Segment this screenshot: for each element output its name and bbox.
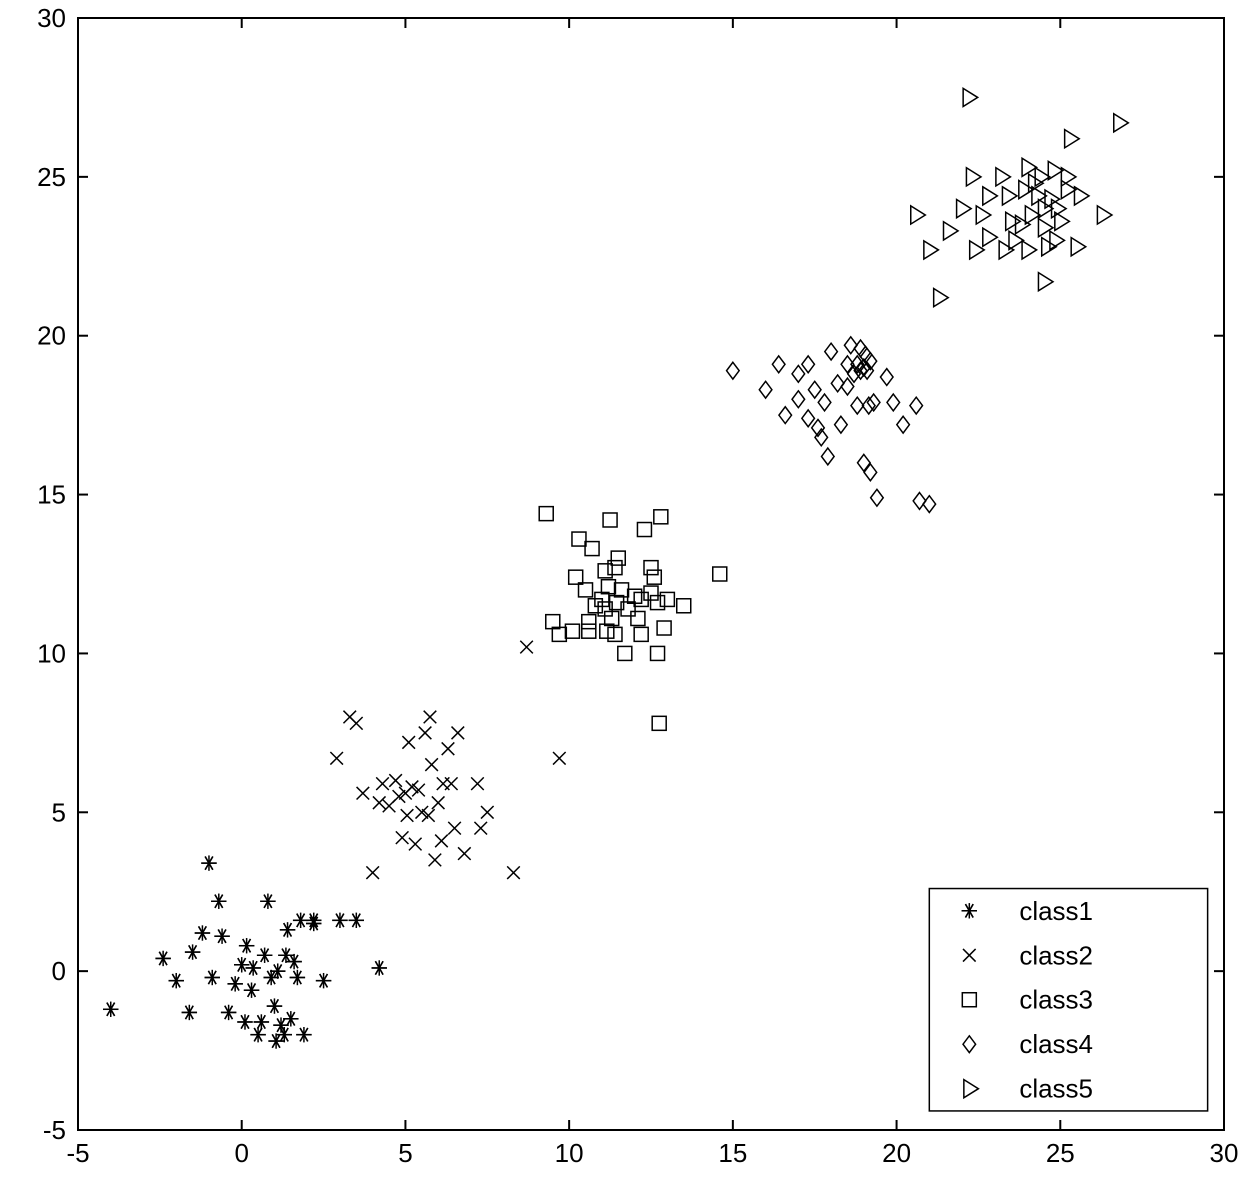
x-tick-label: 20: [882, 1138, 911, 1168]
x-tick-label: 25: [1046, 1138, 1075, 1168]
y-tick-label: 20: [37, 321, 66, 351]
y-tick-label: 30: [37, 3, 66, 33]
x-tick-label: 15: [718, 1138, 747, 1168]
legend: class1 class2 class3 class4 class5: [929, 889, 1207, 1111]
legend-entry-label: class3: [1019, 985, 1093, 1015]
y-tick-label: 0: [52, 956, 66, 986]
y-tick-label: 25: [37, 162, 66, 192]
y-tick-label: 15: [37, 480, 66, 510]
legend-entry-label: class1: [1019, 896, 1093, 926]
scatter-chart: -5 0 5 10 15 20 25 30 -5 0 5 10 15 20 25 30 class1 class2…: [0, 0, 1240, 1178]
y-tick-label: 5: [52, 797, 66, 827]
x-tick-label: 30: [1210, 1138, 1239, 1168]
legend-entry-label: class4: [1019, 1029, 1093, 1059]
y-tick-label: 10: [37, 638, 66, 668]
chart-container: -5 0 5 10 15 20 25 30 -5 0 5 10 15 20 25 30 class1 class2…: [0, 0, 1240, 1178]
legend-entry-label: class5: [1019, 1074, 1093, 1104]
x-tick-label: 5: [398, 1138, 412, 1168]
legend-entry-label: class2: [1019, 940, 1093, 970]
y-tick-label: -5: [43, 1115, 66, 1145]
x-tick-label: -5: [66, 1138, 89, 1168]
x-tick-label: 10: [555, 1138, 584, 1168]
x-tick-label: 0: [234, 1138, 248, 1168]
